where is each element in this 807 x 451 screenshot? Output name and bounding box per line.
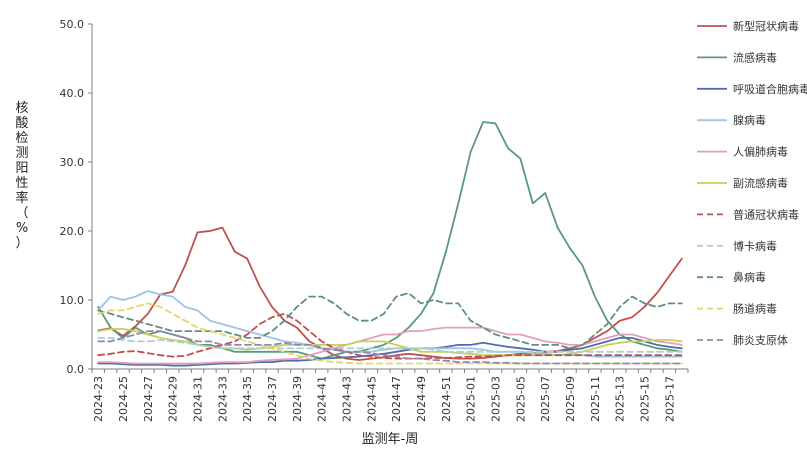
x-tick-label: 2025-03 [490,376,503,422]
x-tick-label: 2024-25 [117,376,130,422]
legend-label: 副流感病毒 [733,176,788,190]
x-tick-label: 2024-37 [266,376,279,422]
series-line-10 [97,302,683,365]
y-axis-label: 核酸检测阳性率（%） [15,101,28,251]
series-line-11 [97,330,683,365]
x-tick-label: 2025-05 [514,376,527,422]
legend-label: 肠道病毒 [733,302,777,316]
y-tick-label: 10.0 [60,294,85,307]
x-tick-label: 2025-15 [639,376,652,422]
y-tick-label: 0.0 [67,363,85,376]
legend-label: 人偏肺病毒 [733,145,788,159]
x-axis-label: 监测年-周 [362,432,419,447]
x-tick-label: 2024-43 [341,376,354,422]
series-line-4 [97,290,683,358]
legend-label: 鼻病毒 [733,270,766,284]
series-line-2 [97,121,683,360]
x-tick-label: 2025-11 [589,376,602,422]
x-tick-label: 2024-35 [241,376,254,422]
chart-axes: 0.0 10.0 20.0 30.0 40.0 50.0 2024-23 2024-25 202… [60,18,689,422]
legend-label: 普通冠状病毒 [733,207,799,221]
y-tick-label: 50.0 [60,18,85,31]
chart-legend: 新型冠状病毒流感病毒呼吸道合胞病毒腺病毒人偏肺病毒副流感病毒普通冠状病毒博卡病毒… [697,19,807,347]
x-tick-label: 2024-49 [415,376,428,422]
series-line-3 [97,336,683,367]
legend-label: 博卡病毒 [733,239,777,253]
x-tick-label: 2025-01 [465,376,478,422]
series-line-7 [97,312,683,360]
x-tick-label: 2025-17 [663,376,676,422]
legend-label: 肺炎支原体 [733,333,788,347]
series-line-9 [97,292,683,350]
x-tick-label: 2025-13 [614,376,627,422]
x-tick-label: 2025-09 [564,376,577,422]
series-line-8 [97,336,683,353]
y-tick-label: 40.0 [60,87,85,100]
legend-label: 新型冠状病毒 [733,19,799,33]
x-tick-label: 2024-29 [167,376,180,422]
x-tick-label: 2024-27 [142,376,155,422]
x-tick-label: 2024-45 [365,376,378,422]
x-tick-label: 2024-47 [390,376,403,422]
x-tick-label: 2024-23 [92,376,105,422]
x-tick-label: 2024-39 [291,376,304,422]
legend-label: 呼吸道合胞病毒 [733,82,807,96]
legend-label: 腺病毒 [733,113,766,127]
x-tick-label: 2024-41 [316,376,329,422]
legend-label: 流感病毒 [733,50,777,64]
x-tick-label: 2024-31 [192,376,205,422]
x-tick-label: 2024-33 [216,376,229,422]
y-tick-label: 30.0 [60,156,85,169]
y-tick-label: 20.0 [60,225,85,238]
x-tick-label: 2024-51 [440,376,453,422]
series-line-6 [97,328,683,357]
plot-area [97,121,683,367]
x-tick-label: 2025-07 [539,376,552,422]
